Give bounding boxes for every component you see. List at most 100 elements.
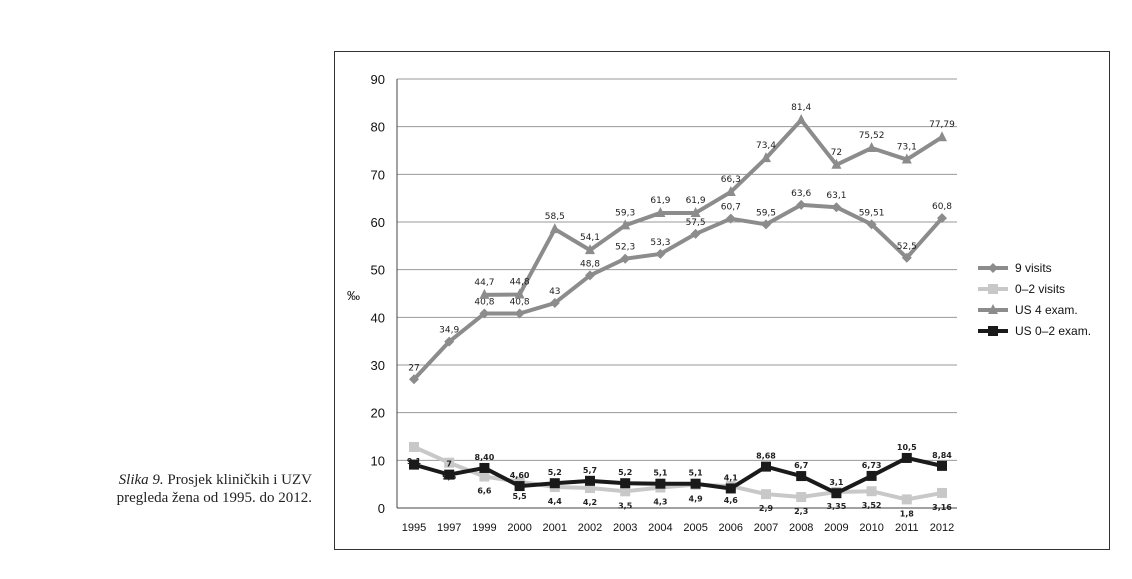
data-point <box>514 308 525 319</box>
data-point <box>831 202 842 213</box>
data-point <box>655 206 666 217</box>
legend-label: 9 visits <box>1015 261 1052 275</box>
series-line <box>484 117 944 297</box>
data-point <box>725 185 736 196</box>
data-point <box>761 152 771 163</box>
x-tick-label: 2005 <box>683 522 707 534</box>
data-point <box>690 206 701 217</box>
data-label: 27 <box>408 363 419 373</box>
data-label: 3,16 <box>932 503 952 512</box>
data-label: 4,6 <box>724 496 739 505</box>
data-label: 52,5 <box>897 242 917 252</box>
series-group: 9,19,56,65,54,44,23,54,34,94,62,92,33,35… <box>407 103 955 518</box>
data-label: 66,3 <box>721 175 741 185</box>
data-label: 3,35 <box>827 502 847 511</box>
data-point <box>901 452 912 463</box>
x-tick-label: 2012 <box>930 522 954 534</box>
data-label: 4,2 <box>583 498 597 507</box>
data-label: 34,9 <box>439 326 459 336</box>
data-label: 5,2 <box>548 468 562 477</box>
gridlines <box>396 78 957 509</box>
data-label: 60,7 <box>721 203 741 213</box>
y-tick-label: 0 <box>378 501 385 516</box>
data-label: 59,5 <box>756 208 776 218</box>
data-point <box>479 288 490 299</box>
data-label: 61,9 <box>686 196 706 206</box>
data-label: 5,1 <box>689 469 704 478</box>
legend-label: US 4 exam. <box>1015 303 1078 317</box>
data-point <box>831 488 842 499</box>
data-label: 57,5 <box>686 218 706 228</box>
x-tick-label: 2000 <box>507 522 531 534</box>
data-point <box>761 461 771 472</box>
data-label: 77,79 <box>929 120 955 130</box>
data-label: 8,84 <box>932 451 952 460</box>
data-label: 3,52 <box>862 501 882 510</box>
data-point <box>585 244 595 255</box>
data-point <box>409 459 419 470</box>
data-point <box>409 441 419 452</box>
x-tick-label: 2010 <box>859 522 883 534</box>
data-point <box>549 298 560 309</box>
y-tick-label: 20 <box>371 406 385 421</box>
y-tick-label: 10 <box>371 453 385 468</box>
data-point <box>444 457 455 468</box>
data-label: 73,4 <box>756 141 776 151</box>
y-tick-label: 60 <box>371 215 385 230</box>
x-tick-label: 2003 <box>613 522 637 534</box>
y-tick-label: 90 <box>371 72 385 87</box>
x-tick-label: 2006 <box>719 522 743 534</box>
y-axis-label: ‰ <box>347 288 360 303</box>
x-tick-label: 2004 <box>648 522 672 534</box>
y-axis-ticks: 0 10 20 30 40 50 60 70 80 90 <box>371 72 385 516</box>
data-label: 4,1 <box>724 473 739 482</box>
data-point <box>444 469 455 480</box>
caption-text-line1: Prosjek kliničkih i UZV <box>163 472 312 488</box>
data-label: 5,5 <box>513 492 528 501</box>
legend-item: 9 visits <box>978 261 1052 275</box>
data-point <box>585 482 595 493</box>
data-point <box>444 336 455 347</box>
legend-marker <box>988 284 998 294</box>
data-point <box>866 470 877 481</box>
data-point <box>796 113 807 124</box>
data-label: 59,51 <box>859 208 885 218</box>
data-label: 3,5 <box>618 501 633 510</box>
data-label: 40,8 <box>510 298 530 308</box>
data-point <box>725 213 736 224</box>
y-tick-label: 80 <box>371 120 385 135</box>
data-label: 73,1 <box>897 143 917 153</box>
x-tick-label: 2007 <box>754 522 778 534</box>
data-point <box>690 228 701 239</box>
data-label: 44,7 <box>474 278 494 288</box>
x-tick-label: 2011 <box>895 522 919 534</box>
data-point <box>725 483 736 494</box>
data-label: 7 <box>446 460 452 469</box>
data-label: 63,1 <box>826 191 846 201</box>
data-label: 10,5 <box>897 443 917 452</box>
series-line <box>413 455 943 496</box>
chart-frame: 0 10 20 30 40 50 60 70 80 90 1995 1997 1999 2000 2001… <box>334 51 1110 550</box>
x-axis-ticks: 1995 1997 1999 2000 2001 2002 2003 2004 2005 2006… <box>402 522 954 534</box>
data-point <box>796 492 807 503</box>
legend-marker <box>988 304 998 314</box>
y-tick-label: 40 <box>371 310 385 325</box>
legend-label: US 0–2 exam. <box>1015 324 1091 338</box>
data-label: 8,68 <box>756 452 776 461</box>
legend-item: 0–2 visits <box>978 282 1065 296</box>
data-label: 6,73 <box>862 461 882 470</box>
data-label: 60,8 <box>932 202 952 212</box>
data-label: 6,6 <box>477 487 492 496</box>
x-tick-label: 1997 <box>437 522 461 534</box>
data-label: 44,8 <box>510 277 530 287</box>
data-label: 48,8 <box>580 259 600 269</box>
legend-marker <box>988 326 998 336</box>
data-label: 53,3 <box>650 238 670 248</box>
data-label: 75,52 <box>859 131 885 141</box>
data-point <box>901 494 912 505</box>
series-us-4-exam: 44,7 44,8 58,5 54,1 59,3 61,9 61,9 66,3 73,4 81,4… <box>474 103 955 299</box>
data-point <box>761 489 771 500</box>
data-label: 5,2 <box>618 468 632 477</box>
data-label: 58,5 <box>545 212 565 222</box>
data-label: 2,3 <box>794 507 808 516</box>
